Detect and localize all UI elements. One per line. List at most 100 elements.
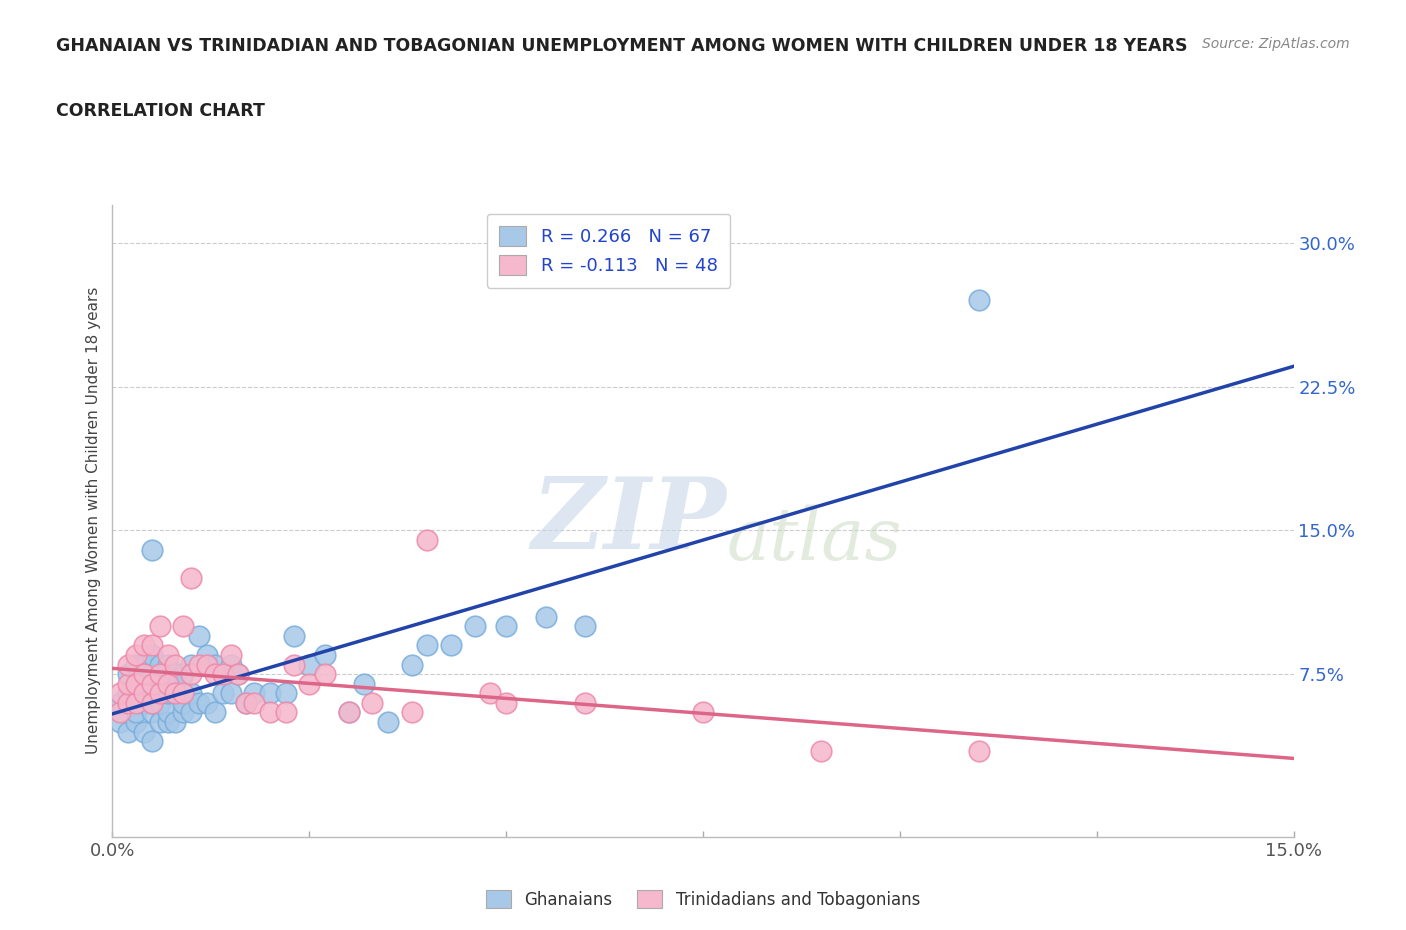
Point [204,667,226,682]
Point [149,685,172,700]
Point [495,618,517,633]
Point [495,696,517,711]
Point [149,667,172,682]
Point [156,647,179,662]
Point [361,696,384,711]
Point [165,685,187,700]
Point [180,705,202,720]
Point [195,696,218,711]
Point [132,638,155,653]
Point [117,724,139,739]
Point [534,609,557,624]
Point [180,658,202,672]
Point [156,676,179,691]
Point [228,667,250,682]
Point [156,714,179,729]
Point [141,667,163,682]
Text: atlas: atlas [727,504,903,575]
Point [132,667,155,682]
Point [125,676,148,691]
Point [132,685,155,700]
Point [243,696,266,711]
Point [132,658,155,672]
Point [377,714,399,729]
Point [110,714,132,729]
Point [125,647,148,662]
Point [440,638,463,653]
Point [149,696,172,711]
Point [235,696,257,711]
Point [283,629,305,644]
Point [353,676,375,691]
Point [211,685,233,700]
Point [195,658,218,672]
Point [401,658,423,672]
Point [141,705,163,720]
Point [810,743,832,758]
Point [141,647,163,662]
Point [156,685,179,700]
Point [574,618,596,633]
Point [180,667,202,682]
Point [204,658,226,672]
Point [337,705,360,720]
Point [149,618,172,633]
Point [298,676,321,691]
Point [117,676,139,691]
Point [219,658,242,672]
Text: GHANAIAN VS TRINIDADIAN AND TOBAGONIAN UNEMPLOYMENT AMONG WOMEN WITH CHILDREN UN: GHANAIAN VS TRINIDADIAN AND TOBAGONIAN U… [56,37,1188,55]
Point [172,705,194,720]
Point [314,667,336,682]
Point [692,705,714,720]
Point [149,667,172,682]
Point [125,685,148,700]
Point [464,618,486,633]
Text: CORRELATION CHART: CORRELATION CHART [56,102,266,120]
Point [219,685,242,700]
Point [172,667,194,682]
Point [125,658,148,672]
Point [132,685,155,700]
Point [172,696,194,711]
Point [235,696,257,711]
Point [195,647,218,662]
Point [141,676,163,691]
Legend: Ghanaians, Trinidadians and Tobagonians: Ghanaians, Trinidadians and Tobagonians [478,882,928,917]
Point [149,685,172,700]
Point [180,571,202,586]
Point [228,667,250,682]
Point [259,685,281,700]
Point [172,618,194,633]
Point [117,685,139,700]
Point [117,696,139,711]
Point [314,647,336,662]
Point [416,638,439,653]
Legend: R = 0.266   N = 67, R = -0.113   N = 48: R = 0.266 N = 67, R = -0.113 N = 48 [486,214,730,287]
Point [125,696,148,711]
Point [274,685,297,700]
Text: ZIP: ZIP [531,472,727,569]
Point [141,638,163,653]
Point [110,685,132,700]
Point [165,685,187,700]
Point [180,685,202,700]
Point [156,658,179,672]
Point [132,696,155,711]
Point [172,685,194,700]
Point [188,629,211,644]
Point [110,696,132,711]
Point [117,667,139,682]
Point [125,676,148,691]
Point [401,705,423,720]
Point [141,734,163,749]
Point [204,705,226,720]
Point [574,696,596,711]
Point [416,533,439,548]
Y-axis label: Unemployment Among Women with Children Under 18 years: Unemployment Among Women with Children U… [86,287,101,754]
Point [132,724,155,739]
Point [117,658,139,672]
Point [188,696,211,711]
Point [967,293,990,308]
Point [125,705,148,720]
Point [211,667,233,682]
